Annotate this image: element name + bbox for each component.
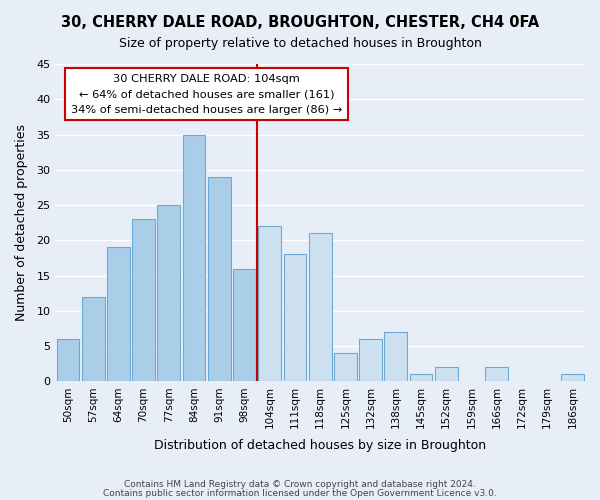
Bar xyxy=(107,248,130,382)
Bar xyxy=(309,234,332,382)
Bar xyxy=(359,339,382,382)
Bar xyxy=(132,219,155,382)
Text: Contains HM Land Registry data © Crown copyright and database right 2024.: Contains HM Land Registry data © Crown c… xyxy=(124,480,476,489)
Y-axis label: Number of detached properties: Number of detached properties xyxy=(15,124,28,321)
Bar xyxy=(485,368,508,382)
Text: 30 CHERRY DALE ROAD: 104sqm
← 64% of detached houses are smaller (161)
34% of se: 30 CHERRY DALE ROAD: 104sqm ← 64% of det… xyxy=(71,74,342,114)
Text: 30, CHERRY DALE ROAD, BROUGHTON, CHESTER, CH4 0FA: 30, CHERRY DALE ROAD, BROUGHTON, CHESTER… xyxy=(61,15,539,30)
Bar xyxy=(82,297,104,382)
Text: Contains public sector information licensed under the Open Government Licence v3: Contains public sector information licen… xyxy=(103,489,497,498)
Bar xyxy=(56,339,79,382)
Bar xyxy=(284,254,306,382)
Bar xyxy=(410,374,433,382)
X-axis label: Distribution of detached houses by size in Broughton: Distribution of detached houses by size … xyxy=(154,440,486,452)
Bar xyxy=(334,353,357,382)
Bar xyxy=(233,268,256,382)
Bar xyxy=(208,177,230,382)
Bar xyxy=(182,134,205,382)
Bar xyxy=(435,368,458,382)
Bar xyxy=(385,332,407,382)
Bar xyxy=(561,374,584,382)
Bar xyxy=(259,226,281,382)
Text: Size of property relative to detached houses in Broughton: Size of property relative to detached ho… xyxy=(119,38,481,51)
Bar xyxy=(157,205,180,382)
